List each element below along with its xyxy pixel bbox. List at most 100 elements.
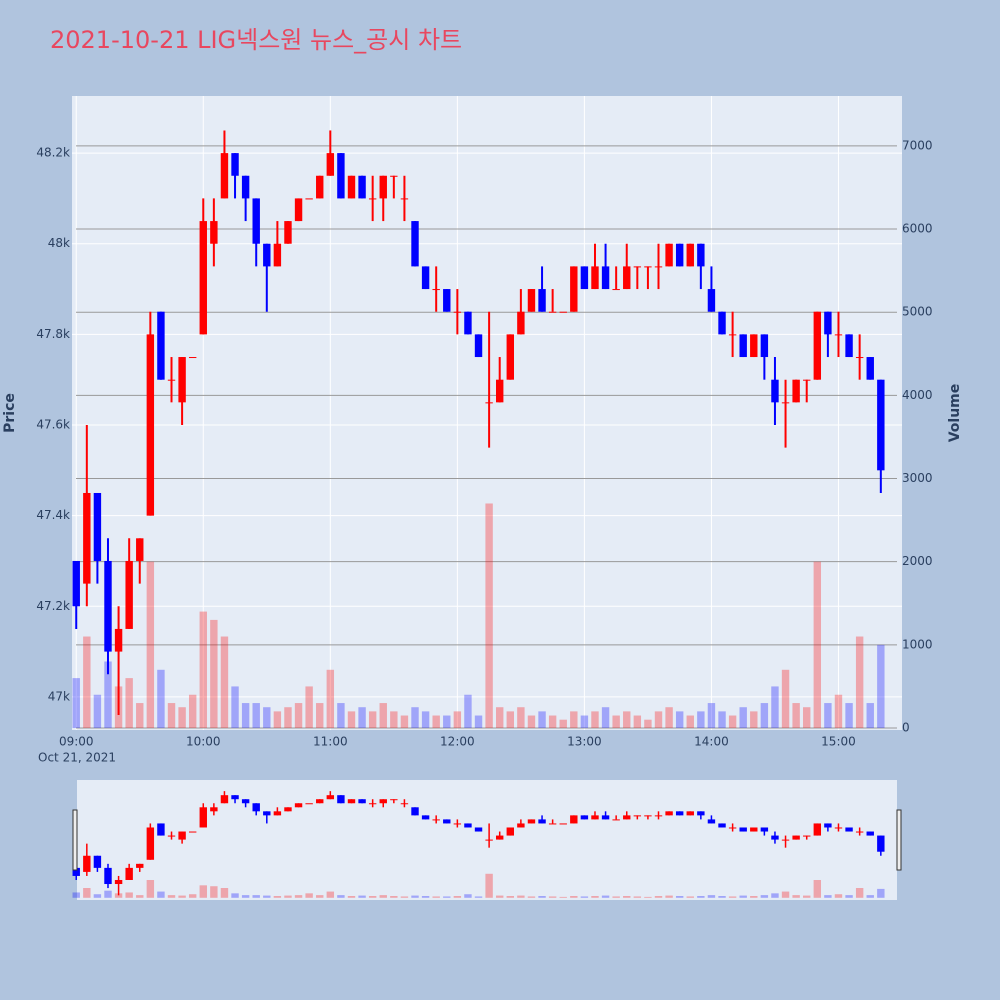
slider-candle-body — [517, 823, 525, 828]
slider-candle-body — [824, 823, 832, 828]
candle-body — [231, 153, 239, 176]
candle-body — [188, 357, 197, 359]
candle-body — [199, 221, 207, 335]
slider-candle-body — [114, 879, 123, 885]
volume-bar — [347, 711, 356, 729]
volume-bar — [877, 644, 885, 729]
slider-candle-body — [750, 827, 758, 832]
slider-candle-body — [305, 803, 313, 805]
slider-volume-bar — [485, 873, 493, 898]
y2-tick-label: 0 — [902, 721, 910, 735]
slider-candle-body — [654, 815, 663, 817]
candle-body — [750, 334, 758, 358]
slider-candle-body — [570, 815, 578, 824]
slider-volume-bar — [104, 890, 112, 898]
slider-volume-bar — [675, 896, 684, 898]
candle-body — [263, 243, 271, 267]
slider-candle-body — [665, 811, 673, 816]
candle-body — [517, 311, 525, 335]
slider-candle-body — [686, 811, 694, 816]
volume-bar — [210, 619, 218, 729]
slider-volume-bar — [136, 895, 144, 898]
slider-candle-body — [538, 819, 546, 824]
candle-body — [548, 311, 557, 313]
slider-volume-bar — [400, 896, 409, 898]
volume-bar — [252, 703, 260, 729]
slider-candle-body — [485, 839, 493, 841]
slider-volume-bar — [188, 894, 197, 898]
candle-body — [316, 175, 324, 199]
slider-volume-bar — [316, 895, 324, 898]
slider-volume-bar — [877, 888, 885, 898]
slider-candle-body — [612, 819, 620, 821]
volume-bar — [781, 669, 790, 729]
slider-volume-bar — [453, 896, 462, 898]
slider-volume-bar — [781, 891, 790, 898]
x-tick-label: 11:00 — [313, 735, 348, 749]
slider-volume-bar — [421, 896, 430, 898]
slider-candle-body — [474, 827, 483, 832]
candle-body — [167, 379, 176, 381]
volume-bar — [432, 715, 440, 729]
candle-body — [580, 266, 589, 290]
slider-volume-bar — [517, 895, 525, 898]
slider-volume-bar — [845, 895, 853, 898]
volume-bar — [263, 707, 271, 729]
y2-tick-label: 5000 — [902, 305, 933, 319]
slider-candle-body — [125, 867, 133, 880]
slider-candle-body — [771, 835, 779, 840]
volume-bar — [231, 686, 239, 729]
slider-handle[interactable] — [896, 809, 902, 871]
slider-candle-body — [316, 799, 324, 804]
candle-body — [495, 379, 504, 403]
slider-candle-body — [623, 815, 631, 820]
volume-bar — [411, 707, 419, 729]
candle-body — [697, 243, 705, 267]
candle-body — [601, 266, 610, 290]
slider-candle-body — [697, 811, 705, 816]
volume-bar — [834, 694, 843, 729]
slider-candle-body — [559, 823, 567, 825]
slider-candle-body — [241, 799, 250, 804]
slider-candle-body — [157, 823, 165, 836]
slider-candle-body — [199, 807, 207, 828]
y2-tick-label: 7000 — [902, 138, 933, 152]
slider-candle-body — [760, 827, 769, 832]
x-tick-label: 13:00 — [567, 735, 602, 749]
volume-bar — [527, 715, 536, 729]
y-tick-label: 47k — [48, 689, 70, 703]
slider-candle-body — [495, 835, 504, 840]
y-tick-label: 47.4k — [36, 508, 70, 522]
volume-bar — [199, 611, 207, 729]
slider-volume-bar — [167, 895, 176, 898]
slider-volume-bar — [623, 896, 631, 898]
slider-volume-bar — [760, 895, 769, 898]
y-tick-label: 47.2k — [36, 599, 70, 613]
candle-body — [358, 175, 366, 199]
volume-bar — [83, 636, 91, 729]
slider-candle-body — [400, 803, 409, 805]
slider-volume-bar — [559, 896, 567, 898]
volume-bar — [464, 694, 472, 729]
volume-bar — [72, 678, 80, 729]
y2-tick-label: 1000 — [902, 637, 933, 651]
x-date-label: Oct 21, 2021 — [38, 751, 116, 765]
slider-handle[interactable] — [72, 809, 78, 871]
slider-volume-bar — [803, 895, 811, 898]
volume-bar — [157, 669, 165, 729]
candle-body — [718, 311, 726, 335]
volume-bar — [866, 703, 874, 729]
slider-volume-bar — [125, 892, 133, 898]
volume-bar — [538, 711, 546, 729]
candle-body — [411, 221, 419, 267]
plot-background — [72, 96, 902, 730]
volume-bar — [601, 707, 610, 729]
slider-candle-body — [231, 795, 239, 800]
candle-body — [305, 198, 313, 200]
slider-volume-bar — [432, 896, 440, 898]
slider-candle-body — [136, 863, 144, 868]
slider-volume-bar — [506, 896, 514, 898]
volume-bar — [305, 686, 313, 729]
slider-volume-bar — [718, 896, 726, 898]
candle-body — [834, 334, 843, 336]
